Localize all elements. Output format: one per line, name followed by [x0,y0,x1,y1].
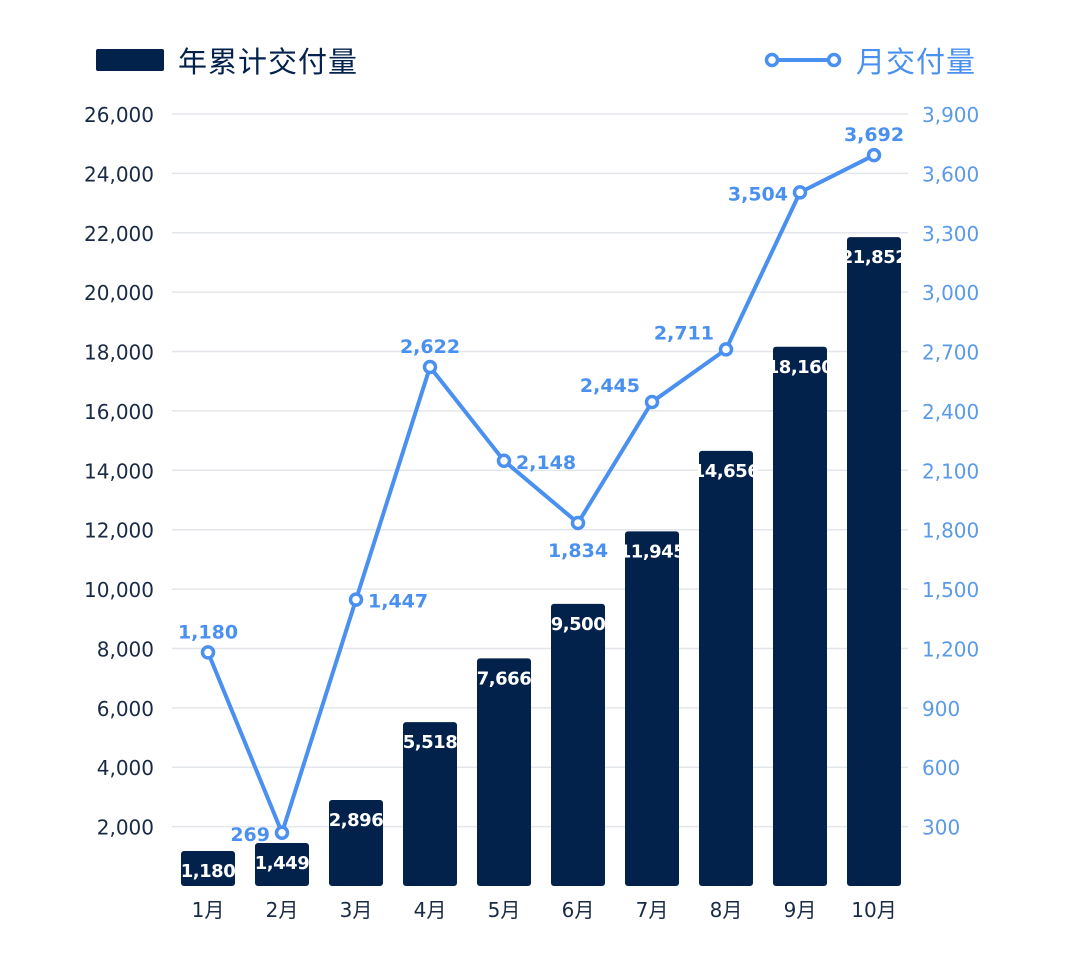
left-axis-tick-label: 4,000 [97,756,154,780]
bar-cumulative [477,658,531,886]
left-axis-tick-label: 16,000 [84,400,154,424]
left-axis-tick-label: 14,000 [84,459,154,483]
x-axis-tick-label: 8月 [710,898,743,922]
right-axis-tick-label: 1,200 [922,637,979,661]
left-axis-tick-label: 2,000 [97,816,154,840]
line-data-label: 1,834 [548,540,608,562]
line-data-label: 2,622 [400,336,460,358]
legend-cumulative: 年累计交付量 [96,40,358,80]
x-axis-tick-label: 6月 [562,898,595,922]
legend-monthly: 月交付量 [764,40,976,80]
bar-data-label: 18,160 [767,357,833,378]
x-axis-tick-label: 3月 [340,898,373,922]
bar-cumulative [699,450,753,886]
x-axis-tick-label: 4月 [414,898,447,922]
right-axis-tick-label: 900 [922,697,960,721]
line-data-label: 1,447 [368,591,428,613]
right-axis-tick-label: 3,000 [922,281,979,305]
bar-cumulative [625,531,679,886]
line-point-monthly [570,515,586,531]
left-axis-tick-label: 18,000 [84,341,154,365]
right-axis-tick-label: 600 [922,756,960,780]
line-data-label: 2,711 [654,322,714,344]
legend-line-swatch [764,52,842,68]
x-axis-tick-label: 1月 [192,898,225,922]
line-point-monthly [644,394,660,410]
line-point-monthly [422,359,438,375]
line-data-label: 1,180 [178,621,238,643]
line-data-label: 2,445 [580,375,640,397]
line-point-monthly [200,645,216,660]
line-data-label: 3,692 [844,124,904,146]
right-axis-tick-label: 3,600 [922,162,979,186]
bar-cumulative [329,800,383,886]
line-point-monthly [792,185,808,200]
legend-cumulative-label: 年累计交付量 [178,45,359,79]
line-point-monthly [348,592,364,607]
left-axis-tick-label: 12,000 [84,519,154,543]
x-axis-tick-label: 2月 [266,898,299,922]
left-axis-tick-label: 24,000 [84,162,154,186]
right-axis-tick-label: 3,300 [922,222,979,246]
bar-cumulative [551,603,605,886]
line-data-label: 2,148 [516,452,576,474]
left-axis-tick-label: 26,000 [84,103,154,127]
bar-cumulative [773,346,827,886]
line-point-monthly [496,453,512,469]
right-axis-tick-label: 2,700 [922,341,979,365]
line-point-monthly [274,825,290,841]
legend-bar-swatch [96,49,164,71]
x-axis-tick-label: 9月 [784,898,817,922]
bar-data-label: 11,945 [619,541,685,562]
line-data-label: 269 [230,824,270,846]
bar-data-label: 7,666 [477,668,531,689]
bar-data-label: 5,518 [403,732,457,753]
x-axis-tick-label: 10月 [851,898,896,922]
bar-data-label: 1,180 [181,861,235,882]
left-axis-tick-label: 10,000 [84,578,154,602]
bar-data-label: 2,896 [329,810,383,831]
right-axis-tick-label: 1,800 [922,519,979,543]
bar-data-label: 21,852 [841,247,907,268]
left-axis-tick-label: 8,000 [97,637,154,661]
line-point-monthly [718,342,734,357]
right-axis-tick-label: 1,500 [922,578,979,602]
bar-data-label: 14,656 [693,461,759,482]
bar-data-label: 9,500 [551,614,605,635]
bar-data-label: 1,449 [255,853,309,874]
line-data-label: 3,504 [728,183,788,205]
x-axis-tick-label: 5月 [488,898,521,922]
legend-monthly-label: 月交付量 [855,45,976,79]
left-axis-tick-label: 20,000 [84,281,154,305]
right-axis-tick-label: 3,900 [922,103,979,127]
right-axis-tick-label: 300 [922,816,960,840]
left-axis-tick-label: 22,000 [84,222,154,246]
line-monthly [206,153,876,835]
bar-cumulative [847,237,901,886]
left-axis-tick-label: 6,000 [97,697,154,721]
x-axis-tick-label: 7月 [636,898,669,922]
bar-cumulative [403,722,457,886]
right-axis-tick-label: 2,400 [922,400,979,424]
bar-cumulative [255,842,309,886]
line-point-monthly [866,147,882,163]
right-axis-tick-label: 2,100 [922,459,979,483]
bar-cumulative [181,850,235,886]
